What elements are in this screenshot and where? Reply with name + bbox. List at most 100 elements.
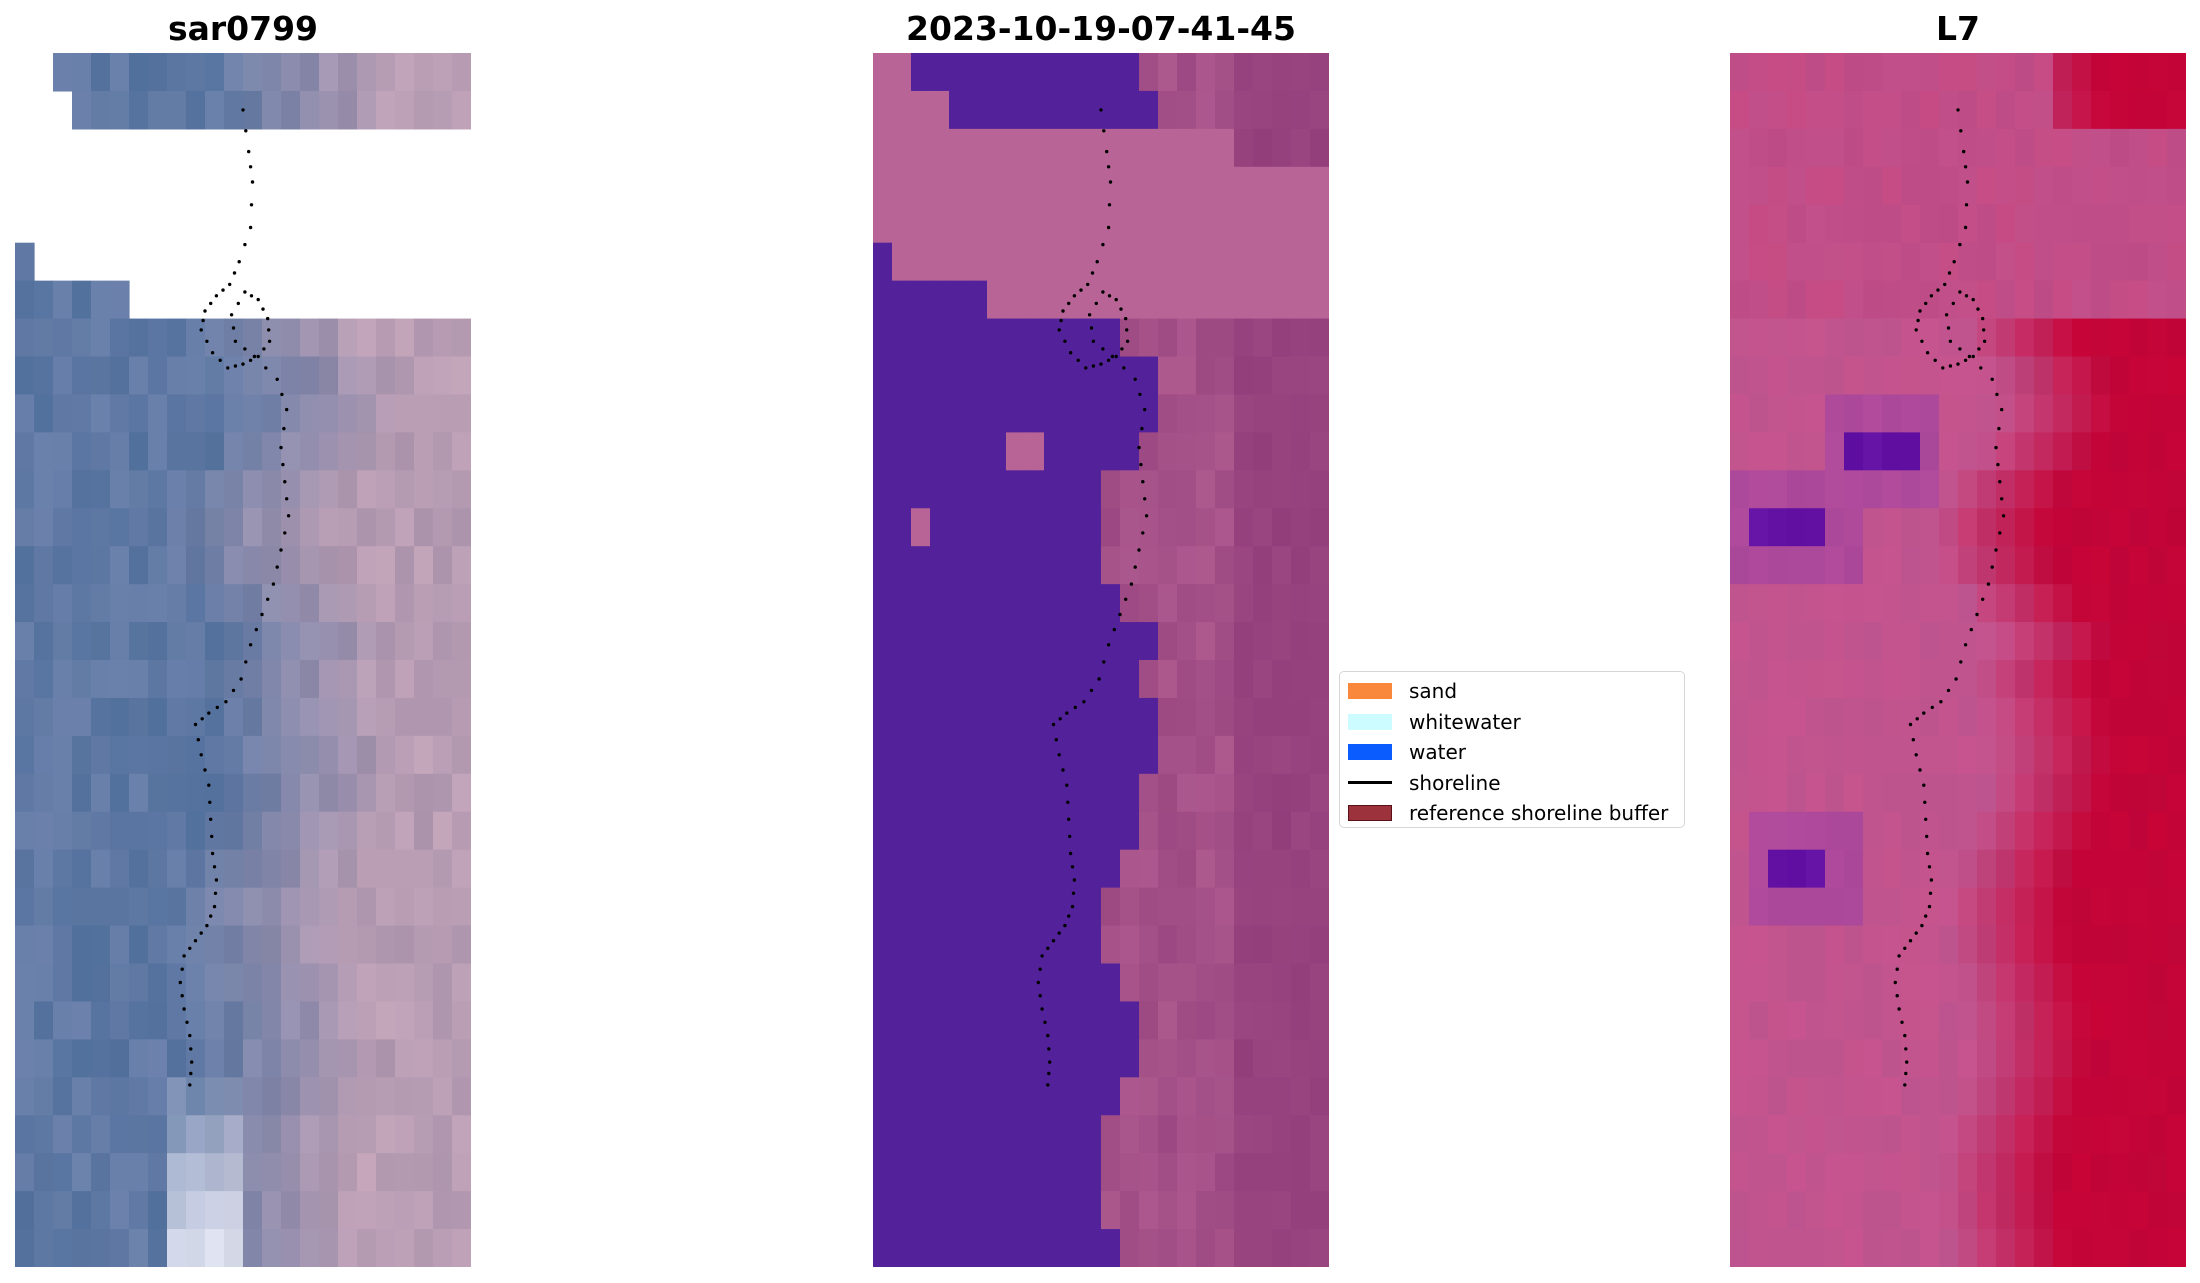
shoreline-point <box>280 392 284 397</box>
shoreline-point <box>1063 923 1067 928</box>
water-swatch <box>1348 744 1392 761</box>
shoreline-point <box>1982 339 1987 343</box>
shoreline-point <box>1969 627 1973 632</box>
shoreline-point <box>1137 548 1141 552</box>
shoreline-point <box>199 931 203 935</box>
shoreline-point <box>1964 203 1969 207</box>
shoreline-point <box>182 1007 186 1011</box>
shoreline-point <box>1997 426 2001 431</box>
shoreline-point <box>1124 597 1128 601</box>
shoreline-point <box>210 351 215 355</box>
whitewater-swatch <box>1348 713 1392 730</box>
shoreline-point <box>260 612 264 617</box>
shoreline-point <box>1914 931 1918 935</box>
shoreline-point <box>1979 366 1983 370</box>
shoreline-point <box>1936 288 1940 292</box>
shoreline-point <box>2000 407 2004 412</box>
shoreline-point <box>1929 878 1934 882</box>
shoreline-point <box>1040 1007 1044 1011</box>
shoreline-point <box>1944 313 1949 317</box>
shoreline-points <box>1036 108 1149 1087</box>
shoreline-point <box>1140 426 1144 431</box>
shoreline-point <box>1038 967 1042 971</box>
shoreline-point <box>275 377 279 381</box>
legend-label-reference-shoreline-buffer: reference shoreline buffer <box>1409 801 1669 826</box>
shoreline-point <box>189 1071 193 1076</box>
shoreline-point <box>244 129 248 133</box>
shoreline-point <box>1046 946 1050 950</box>
shoreline-point <box>1941 366 1945 370</box>
shoreline-point <box>207 711 211 715</box>
shoreline-point <box>1068 834 1072 839</box>
shoreline-point <box>243 347 247 351</box>
shoreline-point <box>262 347 266 351</box>
shoreline-point <box>1061 309 1065 313</box>
shoreline-point <box>1114 297 1118 302</box>
shoreline-point <box>266 316 270 321</box>
shoreline-point <box>1036 980 1040 985</box>
shoreline-point <box>1963 358 1968 362</box>
shoreline-point <box>1091 364 1096 368</box>
shoreline-point <box>231 326 236 330</box>
shoreline-point <box>1047 1047 1051 1051</box>
shoreline-point <box>1982 328 1986 332</box>
shoreline-point <box>1951 301 1955 306</box>
shoreline-point <box>279 548 283 552</box>
shoreline-point <box>224 700 228 704</box>
shoreline-point <box>1952 260 1956 264</box>
shoreline-point <box>1925 851 1930 856</box>
classified-image <box>873 53 1329 1267</box>
shoreline-point <box>1967 354 1972 359</box>
shoreline-point <box>205 923 209 928</box>
shoreline-point <box>188 1083 192 1087</box>
shoreline-point <box>218 358 222 362</box>
shoreline-point <box>1141 480 1145 484</box>
shoreline-point <box>1102 129 1106 133</box>
shoreline-point <box>1928 891 1933 895</box>
sand-swatch <box>1348 683 1392 700</box>
shoreline-point <box>207 783 211 787</box>
shoreline-point <box>271 582 276 586</box>
shoreline-point <box>1118 612 1122 617</box>
shoreline-point <box>201 318 205 323</box>
shoreline-point <box>233 339 238 343</box>
shoreline-point <box>231 688 236 693</box>
shoreline-point <box>1046 1083 1050 1087</box>
shoreline-point <box>1119 307 1123 311</box>
shoreline-point <box>281 462 285 467</box>
legend-item-sand: sand <box>1348 676 1676 707</box>
shoreline-point <box>283 480 287 484</box>
shoreline-point <box>1971 297 1975 302</box>
shoreline-point <box>213 891 218 895</box>
shoreline-point <box>208 800 212 804</box>
shoreline-point <box>214 878 219 882</box>
shoreline-point <box>1067 914 1071 918</box>
shoreline-point <box>1981 316 1985 321</box>
shoreline-point <box>1998 480 2002 484</box>
shoreline-point <box>210 834 214 839</box>
shoreline-point <box>1905 1060 1909 1064</box>
shoreline-point <box>1903 1033 1907 1038</box>
shoreline-point <box>1107 294 1112 298</box>
shoreline-point <box>267 328 271 332</box>
shoreline-points <box>178 108 291 1087</box>
panel-title-classified: 2023-10-19-07-41-45 <box>906 9 1296 48</box>
shoreline-point <box>1106 165 1111 169</box>
shoreline-point <box>1946 326 1951 330</box>
index-image-pixels <box>1730 53 2186 1267</box>
shoreline-point <box>1095 260 1099 264</box>
shoreline-point <box>1893 980 1897 985</box>
shoreline-point <box>1125 339 1130 343</box>
shoreline-point <box>1920 339 1924 343</box>
shoreline-point <box>236 301 240 306</box>
shoreline-point <box>1977 347 1981 351</box>
shoreline-point <box>279 445 283 450</box>
shoreline-point <box>188 946 192 950</box>
shoreline-point <box>1106 358 1111 362</box>
shoreline-point <box>226 366 230 370</box>
shoreline-point <box>1114 354 1118 359</box>
legend-label-whitewater: whitewater <box>1409 709 1521 734</box>
shoreline-point <box>1908 722 1913 727</box>
shoreline-point <box>1120 347 1124 351</box>
shoreline-point <box>1106 643 1111 647</box>
